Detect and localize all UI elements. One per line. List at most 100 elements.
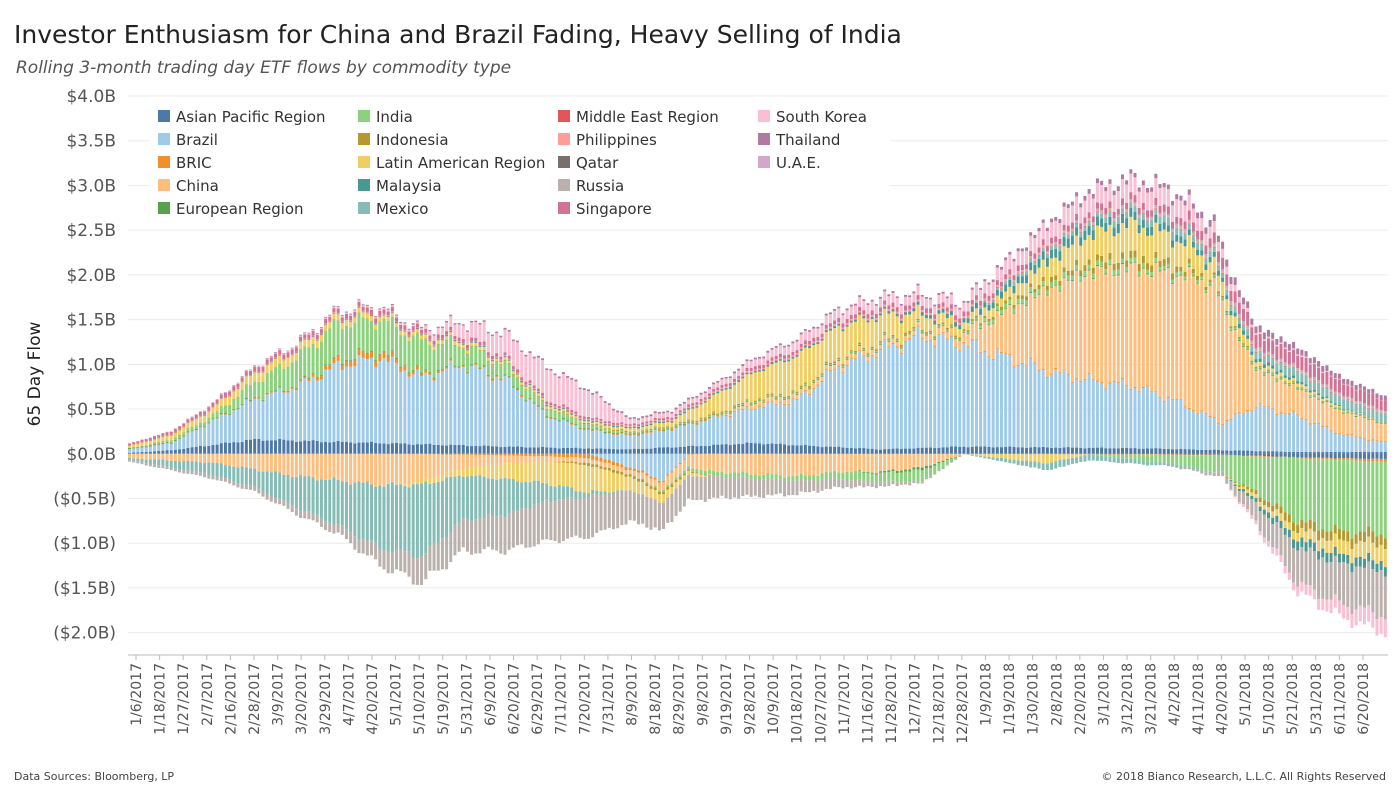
bar-segment	[374, 442, 378, 454]
bar-segment	[983, 293, 987, 299]
bar-segment	[749, 453, 753, 475]
bar-segment	[261, 400, 265, 402]
bar-segment	[1158, 270, 1162, 272]
bar-segment	[453, 324, 457, 336]
y-tick-label: $4.0B	[66, 87, 116, 107]
bar-segment	[866, 472, 870, 481]
bar-segment	[478, 367, 482, 369]
bar-segment	[357, 348, 361, 356]
bar-segment	[582, 420, 586, 422]
bar-segment	[595, 429, 599, 431]
bar-segment	[257, 453, 261, 472]
bar-segment	[465, 518, 469, 552]
bar-segment	[332, 313, 336, 320]
bar-segment	[574, 499, 578, 536]
bar-segment	[657, 413, 661, 419]
bar-stack	[1025, 247, 1029, 467]
bar-segment	[820, 323, 824, 326]
bar-segment	[724, 413, 728, 415]
bar-segment	[1058, 372, 1062, 374]
bar-segment	[1129, 208, 1133, 217]
bar-segment	[495, 479, 499, 517]
bar-segment	[1050, 276, 1054, 282]
bar-segment	[211, 418, 215, 420]
bar-segment	[899, 303, 903, 306]
bar-segment	[620, 491, 624, 526]
bar-segment	[499, 356, 503, 360]
bar-stack	[766, 350, 770, 495]
bar-segment	[303, 339, 307, 347]
bar-segment	[641, 416, 645, 419]
bar-segment	[374, 324, 378, 330]
bar-segment	[1041, 369, 1045, 447]
bar-segment	[987, 301, 991, 303]
bar-segment	[1112, 454, 1116, 458]
bar-segment	[520, 508, 524, 545]
bar-segment	[858, 295, 862, 298]
bar-segment	[541, 400, 545, 409]
bar-segment	[182, 423, 186, 427]
bar-segment	[1179, 448, 1183, 454]
bar-segment	[966, 346, 970, 448]
bar-segment	[257, 398, 261, 439]
bar-segment	[870, 472, 874, 474]
bar-segment	[236, 383, 240, 384]
bar-stack	[970, 287, 974, 456]
bar-segment	[328, 369, 332, 443]
bar-segment	[1171, 283, 1175, 399]
bar-segment	[1137, 391, 1141, 393]
bar-segment	[232, 466, 236, 482]
bar-segment	[628, 417, 632, 420]
bar-segment	[595, 424, 599, 429]
bar-segment	[274, 352, 278, 354]
bar-segment	[1137, 216, 1141, 218]
bar-segment	[883, 289, 887, 292]
bar-segment	[999, 307, 1003, 310]
bar-segment	[511, 386, 515, 388]
bar-segment	[524, 356, 528, 382]
bar-segment	[215, 400, 219, 404]
bar-segment	[482, 445, 486, 454]
bar-segment	[399, 324, 403, 330]
bar-stack	[1079, 203, 1083, 462]
bar-segment	[858, 314, 862, 343]
bar-segment	[228, 413, 232, 415]
bar-segment	[274, 358, 278, 367]
bar-stack	[436, 326, 440, 571]
bar-segment	[753, 366, 757, 370]
bar-segment	[253, 381, 257, 398]
bar-segment	[1166, 214, 1170, 217]
bar-segment	[929, 308, 933, 314]
bar-segment	[808, 340, 812, 345]
bar-segment	[695, 422, 699, 424]
bar-segment	[128, 453, 131, 458]
bar-segment	[662, 428, 666, 430]
bar-segment	[1050, 286, 1054, 288]
bar-segment	[845, 323, 849, 325]
bar-segment	[749, 474, 753, 480]
bar-segment	[407, 376, 411, 445]
bar-segment	[428, 372, 432, 375]
bar-stack	[611, 408, 615, 530]
bar-segment	[929, 334, 933, 340]
bar-segment	[369, 315, 373, 317]
bar-segment	[1204, 227, 1208, 234]
bar-segment	[1179, 266, 1183, 272]
bar-segment	[1116, 382, 1120, 449]
bar-segment	[599, 422, 603, 424]
bar-segment	[1166, 463, 1170, 467]
bar-segment	[420, 454, 424, 480]
bar-segment	[1133, 261, 1137, 263]
bar-segment	[261, 471, 265, 492]
bar-segment	[649, 485, 653, 487]
bar-segment	[970, 304, 974, 306]
bar-segment	[1079, 453, 1083, 455]
bar-segment	[766, 366, 770, 394]
bar-segment	[682, 453, 686, 459]
bar-segment	[1104, 456, 1108, 462]
bar-segment	[657, 418, 661, 421]
bar-segment	[666, 453, 670, 475]
bar-segment	[774, 474, 778, 479]
bar-segment	[916, 481, 920, 484]
bar-segment	[490, 379, 494, 381]
